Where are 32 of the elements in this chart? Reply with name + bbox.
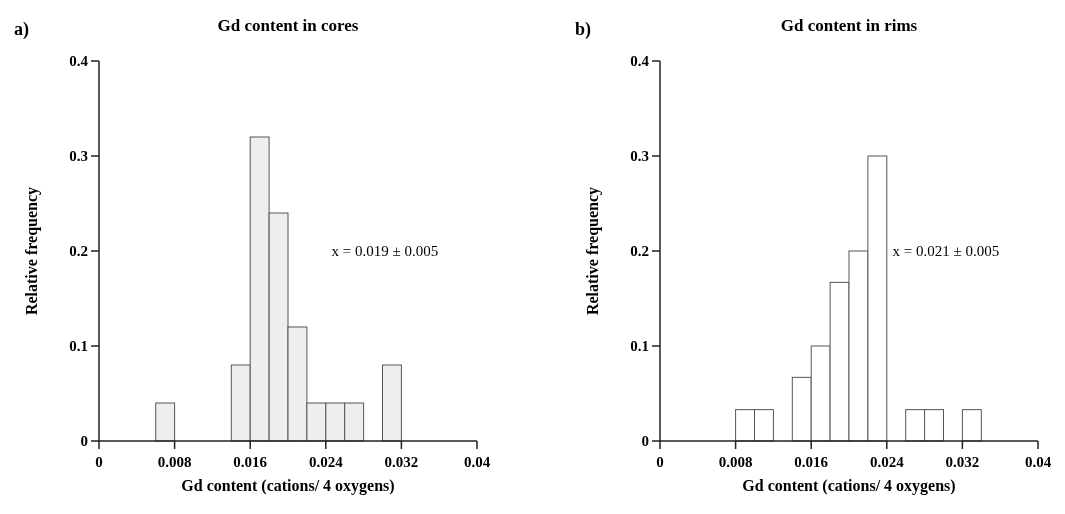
x-tick-label: 0.032 bbox=[945, 454, 980, 470]
annotation: x = 0.019 ± 0.005 bbox=[331, 243, 439, 260]
x-tick-label: 0.032 bbox=[384, 454, 419, 470]
y-tick-label: 0.2 bbox=[630, 243, 649, 260]
chart-title: Gd content in cores bbox=[217, 16, 359, 35]
x-tick-label: 0.008 bbox=[718, 454, 753, 470]
x-tick-label: 0 bbox=[95, 454, 103, 470]
text: a) bbox=[14, 19, 29, 40]
y-tick-label: 0.1 bbox=[630, 338, 649, 355]
x-tick-label: 0.008 bbox=[157, 454, 192, 470]
x-tick-label: 0.024 bbox=[308, 454, 344, 470]
annotation: x = 0.021 ± 0.005 bbox=[892, 243, 1000, 260]
x-tick-label: 0.04 bbox=[463, 454, 491, 470]
y-tick-label: 0 bbox=[80, 433, 88, 450]
x-tick-label: 0.016 bbox=[233, 454, 268, 470]
y-tick-label: 0.4 bbox=[630, 53, 650, 70]
y-tick-label: 0.3 bbox=[630, 148, 649, 165]
x-tick-label: 0.04 bbox=[1024, 454, 1052, 470]
y-tick-label: 0 bbox=[641, 433, 649, 450]
y-tick-label: 0.1 bbox=[69, 338, 88, 355]
y-tick-label: 0.2 bbox=[69, 243, 88, 260]
text: b) bbox=[575, 19, 592, 40]
x-axis-title: Gd content (cations/ 4 oxygens) bbox=[742, 477, 956, 495]
x-axis-title: Gd content (cations/ 4 oxygens) bbox=[181, 477, 395, 495]
x-tick-label: 0.016 bbox=[794, 454, 829, 470]
x-tick-label: 0.024 bbox=[869, 454, 905, 470]
x-tick-label: 0 bbox=[656, 454, 664, 470]
y-axis-title: Relative frequency bbox=[584, 186, 602, 316]
y-tick-label: 0.3 bbox=[69, 148, 88, 165]
y-axis-title: Relative frequency bbox=[23, 186, 41, 316]
y-tick-label: 0.4 bbox=[69, 53, 89, 70]
chart-title: Gd content in rims bbox=[780, 16, 918, 35]
